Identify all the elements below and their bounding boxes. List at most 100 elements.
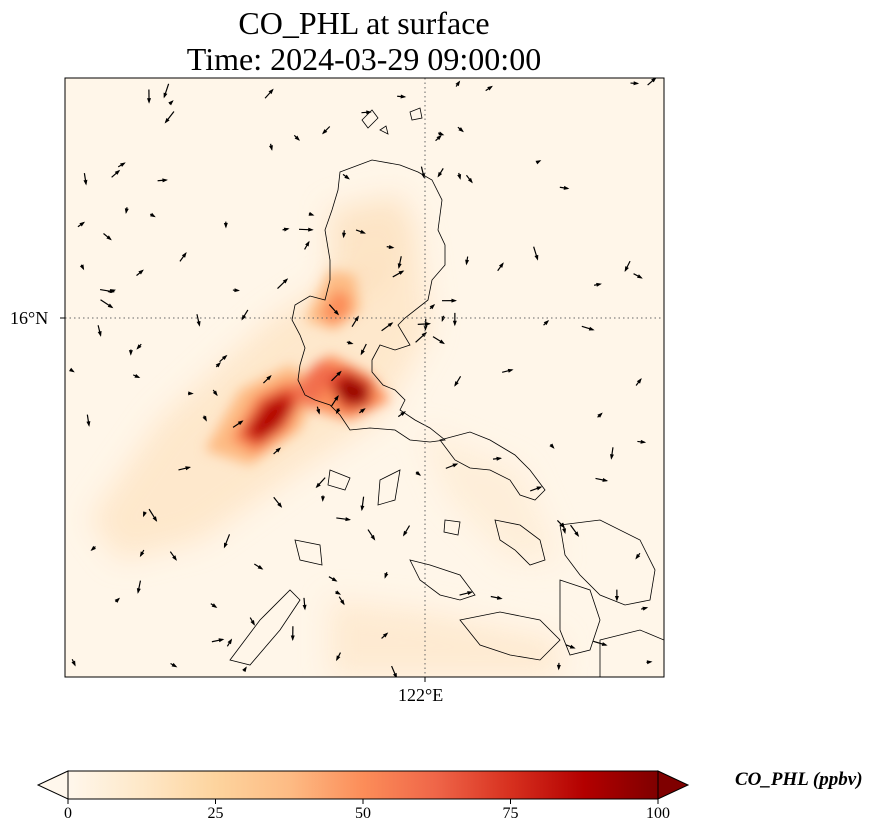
colorbar-tick-label: 0 bbox=[64, 805, 72, 822]
wind-arrow-head bbox=[569, 644, 576, 649]
wind-arrow-head bbox=[614, 596, 619, 602]
wind-arrow-head bbox=[635, 553, 641, 560]
wind-arrow-head bbox=[185, 466, 192, 471]
map-subtitle-time: Time: 2024-03-29 09:00:00 bbox=[186, 41, 542, 77]
wind-arrow-head bbox=[398, 270, 405, 275]
wind-arrow-head bbox=[425, 321, 432, 326]
wind-arrow-head bbox=[563, 185, 570, 190]
wind-arrow-head bbox=[438, 131, 445, 136]
wind-arrow-head bbox=[97, 331, 102, 337]
wind-arrow-head bbox=[316, 408, 321, 415]
wind-arrow-head bbox=[637, 274, 643, 279]
wind-arrow-head bbox=[452, 463, 459, 468]
wind-arrow-head bbox=[143, 511, 147, 518]
wind-arrow-head bbox=[354, 315, 359, 322]
wind-arrow-head bbox=[336, 370, 342, 377]
wind-arrow-head bbox=[392, 672, 397, 677]
wind-arrow-head bbox=[382, 632, 389, 638]
wind-arrow-head bbox=[196, 320, 201, 327]
wind-arrow-head bbox=[454, 381, 459, 387]
wind-arrow-head bbox=[237, 420, 244, 426]
wind-arrow-head bbox=[223, 542, 228, 549]
wind-arrow-head bbox=[136, 588, 141, 594]
colorbar-tick-label: 100 bbox=[646, 805, 670, 822]
wind-arrow-head bbox=[171, 662, 178, 668]
wind-arrow-head bbox=[421, 172, 426, 179]
wind-arrow-head bbox=[452, 320, 457, 327]
wind-arrow-head bbox=[221, 354, 228, 360]
wind-arrow-head bbox=[308, 227, 314, 232]
wind-arrow-head bbox=[90, 545, 96, 552]
wind-arrow-head bbox=[360, 349, 365, 356]
wind-arrow-head bbox=[150, 212, 156, 218]
wind-arrow-head bbox=[636, 378, 642, 384]
wind-arrow-head bbox=[188, 391, 194, 396]
wind-arrow-head bbox=[496, 595, 503, 600]
wind-arrow-head bbox=[384, 572, 389, 579]
wind-arrow-head bbox=[562, 528, 567, 535]
wind-arrow-head bbox=[402, 530, 408, 537]
wind-arrow-head bbox=[320, 496, 325, 502]
wind-arrow-head bbox=[71, 660, 76, 667]
wind-arrow-head bbox=[455, 80, 461, 87]
wind-arrow-head bbox=[347, 340, 354, 345]
wind-arrow-head bbox=[241, 314, 247, 321]
wind-arrow-head bbox=[227, 638, 233, 645]
wind-arrow-head bbox=[370, 534, 376, 541]
wind-arrow-head bbox=[152, 516, 158, 522]
wind-arrow-head bbox=[400, 94, 407, 99]
wind-arrow-head bbox=[218, 638, 225, 643]
wind-arrow-head bbox=[467, 591, 473, 595]
wind-arrow-head bbox=[457, 174, 462, 180]
wind-arrow-head bbox=[601, 642, 608, 646]
wind-arrow-head bbox=[305, 240, 310, 247]
wind-arrow-head bbox=[439, 339, 445, 345]
wind-arrow-head bbox=[163, 92, 168, 99]
colorbar-gradient bbox=[67, 770, 659, 800]
colorbar-tick-label: 75 bbox=[502, 805, 519, 822]
colorbar-tick-label: 50 bbox=[355, 805, 371, 822]
wind-arrow-head bbox=[136, 344, 142, 350]
wind-arrow-head bbox=[124, 208, 129, 214]
wind-arrow-head bbox=[128, 350, 133, 356]
wind-arrow-head bbox=[588, 326, 595, 331]
wind-arrow-head bbox=[596, 282, 602, 287]
wind-arrow-head bbox=[257, 565, 264, 570]
wind-arrow-head bbox=[164, 117, 170, 124]
wind-arrow-head bbox=[106, 235, 112, 241]
wind-arrow-head bbox=[302, 604, 307, 611]
wind-arrow-head bbox=[114, 169, 121, 175]
map-frame bbox=[64, 77, 665, 678]
colorbar-tick-label: 25 bbox=[207, 805, 224, 822]
wind-arrow-head bbox=[109, 289, 116, 294]
wind-arrow-head bbox=[268, 88, 274, 95]
wind-arrow-head bbox=[250, 619, 255, 626]
wind-arrow-head bbox=[556, 664, 561, 671]
wind-arrow-head bbox=[322, 129, 328, 135]
wind-arrow-head bbox=[465, 259, 470, 266]
wind-arrow-head bbox=[277, 502, 283, 508]
wind-arrow-head bbox=[211, 603, 218, 609]
wind-arrow-head bbox=[543, 319, 550, 326]
wind-arrow-head bbox=[335, 590, 342, 595]
wind-arrow-head bbox=[83, 179, 88, 186]
wind-arrow-head bbox=[651, 78, 657, 83]
wind-arrow-head bbox=[534, 254, 539, 261]
wind-arrow-head bbox=[397, 263, 402, 270]
wind-arrow-head bbox=[294, 135, 300, 141]
wind-arrow-head bbox=[120, 162, 126, 167]
map-plot bbox=[60, 77, 665, 682]
wind-arrow-head bbox=[574, 531, 580, 537]
map-title: CO_PHL at surface bbox=[238, 5, 490, 41]
wind-arrow-head bbox=[437, 171, 443, 178]
wind-arrow-head bbox=[536, 486, 543, 491]
wind-arrow-head bbox=[234, 288, 240, 293]
wind-arrow-head bbox=[507, 368, 514, 373]
wind-arrow-head bbox=[336, 655, 341, 662]
wind-arrow-head bbox=[549, 443, 555, 449]
wind-arrow-head bbox=[340, 599, 345, 606]
wind-arrow-head bbox=[498, 262, 504, 268]
wind-arrow-head bbox=[107, 303, 114, 309]
wind-arrow-head bbox=[134, 373, 141, 379]
wind-arrow-head bbox=[315, 482, 321, 489]
